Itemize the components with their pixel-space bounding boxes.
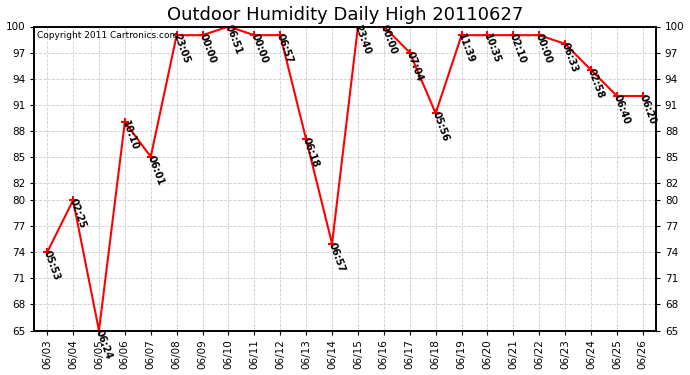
Title: Outdoor Humidity Daily High 20110627: Outdoor Humidity Daily High 20110627 — [167, 6, 523, 24]
Text: 06:57: 06:57 — [275, 32, 295, 65]
Text: 06:20: 06:20 — [638, 93, 658, 126]
Text: 06:01: 06:01 — [146, 154, 166, 187]
Text: 02:58: 02:58 — [586, 67, 606, 100]
Text: 06:40: 06:40 — [612, 93, 632, 126]
Text: 06:51: 06:51 — [224, 24, 243, 56]
Text: 00:00: 00:00 — [534, 32, 554, 65]
Text: 00:00: 00:00 — [249, 32, 269, 65]
Text: 10:10: 10:10 — [119, 119, 139, 152]
Text: Copyright 2011 Cartronics.com: Copyright 2011 Cartronics.com — [37, 31, 179, 40]
Text: 00:00: 00:00 — [379, 24, 399, 56]
Text: 11:39: 11:39 — [456, 32, 476, 65]
Text: 10:35: 10:35 — [482, 32, 502, 65]
Text: 23:05: 23:05 — [171, 32, 191, 65]
Text: 05:53: 05:53 — [42, 250, 62, 282]
Text: 06:18: 06:18 — [301, 136, 321, 170]
Text: 00:00: 00:00 — [197, 32, 217, 65]
Text: 05:56: 05:56 — [431, 111, 451, 143]
Text: 02:25: 02:25 — [68, 198, 88, 230]
Text: 07:04: 07:04 — [404, 50, 424, 82]
Text: 02:10: 02:10 — [508, 32, 528, 65]
Text: 23:40: 23:40 — [353, 24, 373, 56]
Text: 06:24: 06:24 — [94, 328, 114, 360]
Text: 06:57: 06:57 — [327, 241, 347, 273]
Text: 06:33: 06:33 — [560, 41, 580, 74]
